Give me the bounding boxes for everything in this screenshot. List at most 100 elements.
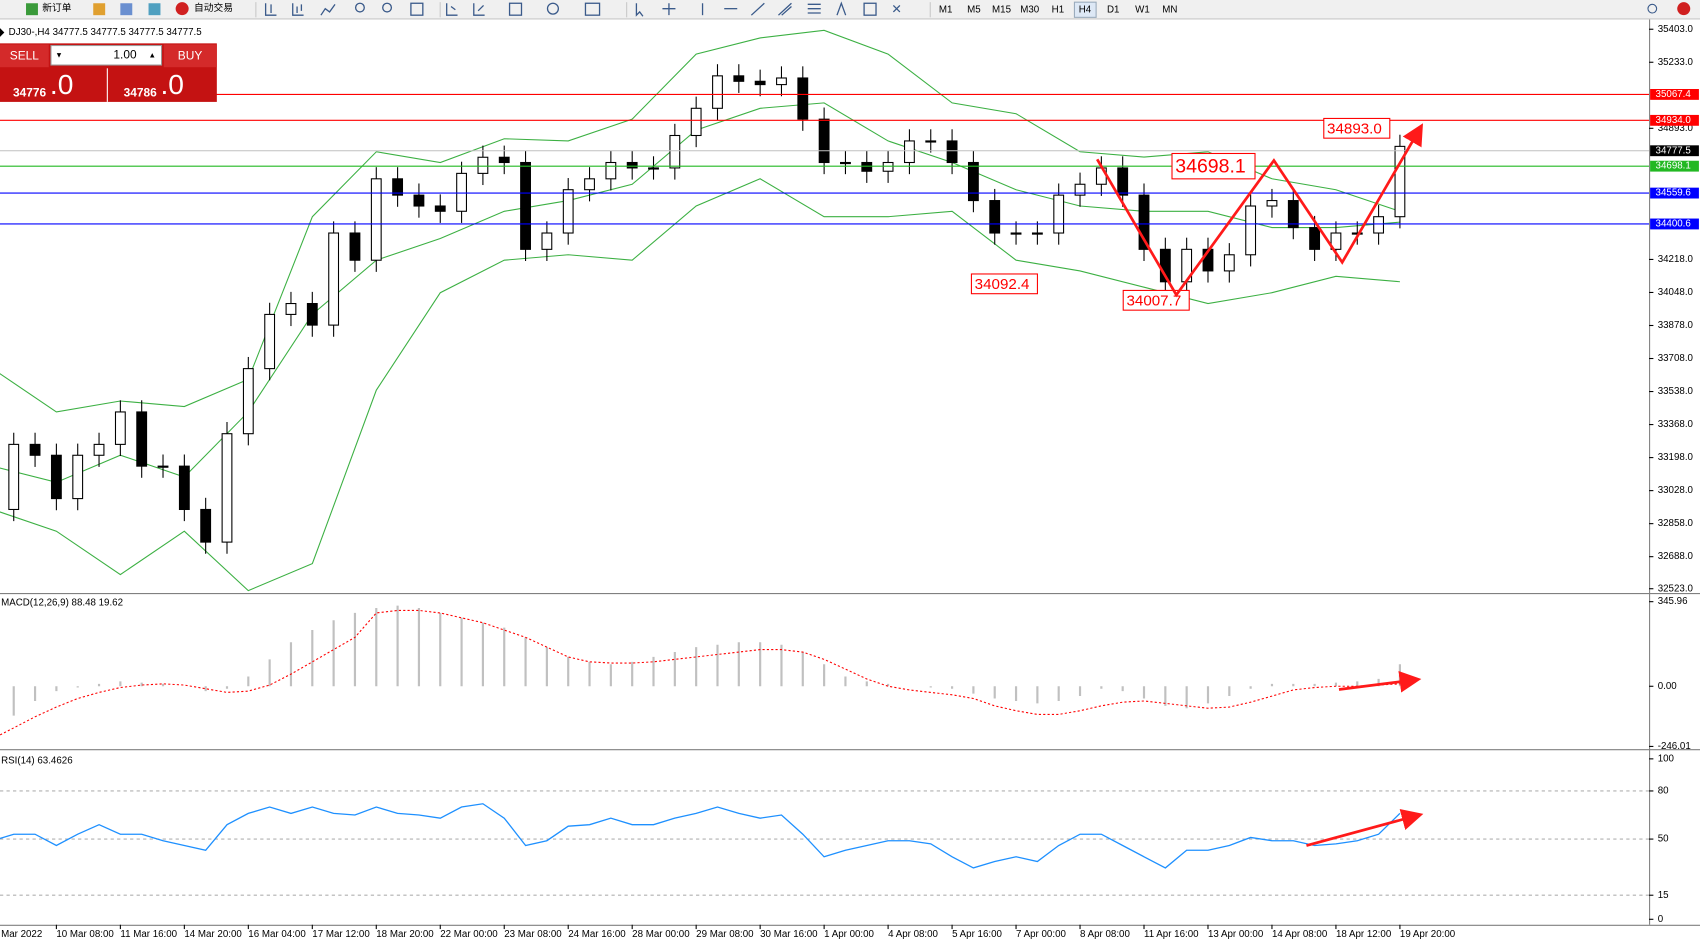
x-tick-label: 30 Mar 16:00 [760, 929, 818, 940]
timeframe-button[interactable]: MN [1162, 4, 1177, 15]
timeframe-button[interactable]: M5 [967, 4, 981, 15]
toolbar-icon[interactable] [120, 3, 133, 16]
price-line-label: 35067.4 [1656, 89, 1692, 100]
tool-templates[interactable] [584, 2, 601, 16]
bid-price[interactable]: 34776 [13, 85, 46, 99]
sell-button[interactable] [0, 44, 49, 68]
tool-fibo[interactable] [807, 3, 821, 14]
candle-body [477, 156, 489, 174]
candle-body [1074, 183, 1086, 196]
tool-periods[interactable] [546, 2, 560, 15]
rsi-arrow [1306, 809, 1424, 847]
tool-scroll[interactable] [446, 3, 458, 16]
auto-trading-button[interactable]: 自动交易 [194, 1, 233, 14]
tool-trendline[interactable] [750, 2, 765, 16]
toolbar-icon[interactable] [93, 3, 106, 16]
y-tick-label: 33708.0 [1658, 353, 1694, 364]
tool-label[interactable] [863, 2, 877, 16]
candle-body [456, 172, 468, 212]
tool-zoom-out[interactable] [382, 2, 393, 13]
tool-candles[interactable] [292, 3, 304, 16]
candle-body [967, 161, 979, 202]
candle-body [669, 134, 681, 169]
annotation-box [1323, 117, 1391, 139]
tool-shift[interactable] [473, 3, 485, 16]
timeframe-button[interactable]: H1 [1052, 4, 1064, 15]
candle-body [413, 194, 425, 207]
new-order-icon[interactable] [26, 3, 38, 16]
search-icon[interactable] [1647, 3, 1658, 14]
tool-line[interactable] [320, 3, 336, 16]
tool-bar-chart[interactable] [264, 3, 277, 16]
x-tick-label: 14 Mar 20:00 [184, 929, 242, 940]
lot-value[interactable]: 1.00 [113, 47, 137, 61]
candle-body [776, 77, 787, 86]
price-line-tag [1650, 89, 1699, 100]
tool-channel[interactable] [778, 2, 792, 16]
notification-badge[interactable] [1677, 2, 1691, 16]
candle-body [285, 302, 297, 315]
timeframe-button[interactable]: M30 [1020, 4, 1040, 15]
timeframe-button[interactable]: H4 [1079, 4, 1092, 15]
candle-body [1010, 232, 1022, 235]
candle-body [904, 140, 915, 164]
buy-button[interactable] [163, 44, 217, 68]
macd-arrow [1338, 671, 1422, 693]
ask-price-fraction[interactable]: .0 [160, 68, 184, 100]
y-tick-label: 33538.0 [1658, 386, 1694, 397]
timeframe-button[interactable]: W1 [1135, 4, 1150, 15]
timeframe-button[interactable]: M1 [939, 4, 953, 15]
y-tick-label: 35233.0 [1658, 57, 1694, 68]
auto-trading-icon[interactable] [175, 2, 189, 16]
lot-input[interactable] [50, 44, 163, 66]
y-tick-label: 50 [1658, 834, 1669, 845]
candle-body [1309, 227, 1321, 250]
bid-price-fraction[interactable]: .0 [50, 68, 74, 100]
rsi-title: RSI(14) 63.4626 [1, 756, 73, 767]
y-tick-label: 34893.0 [1658, 123, 1694, 134]
tool-arrows[interactable] [892, 4, 901, 13]
candle-body [200, 508, 212, 543]
sell-label[interactable]: SELL [10, 49, 40, 63]
candle-body [840, 161, 851, 165]
rsi-line [0, 803, 1401, 869]
tool-indicators[interactable] [508, 2, 523, 16]
y-tick-label: -246.01 [1658, 741, 1691, 752]
lot-spin-down[interactable]: ▼ [55, 50, 63, 59]
tool-text[interactable] [836, 1, 847, 16]
buy-label[interactable]: BUY [178, 49, 203, 63]
toolbar-icon[interactable] [148, 3, 161, 16]
x-tick-label: 28 Mar 00:00 [632, 929, 690, 940]
tool-zoom-in[interactable] [354, 2, 365, 13]
y-tick-label: 34218.0 [1658, 254, 1694, 265]
candle-body [1223, 254, 1235, 272]
x-tick-label: 19 Apr 20:00 [1400, 929, 1456, 940]
toolbar-tools [264, 1, 901, 17]
timeframe-button[interactable]: D1 [1107, 4, 1119, 15]
symbol-title: DJ30-,H4 34777.5 34777.5 34777.5 34777.5 [9, 27, 203, 38]
ask-price[interactable]: 34786 [124, 85, 157, 99]
candle-body [1053, 194, 1065, 234]
price-line-tag [1650, 218, 1699, 230]
x-tick-label: 11 Apr 16:00 [1144, 929, 1199, 940]
timeframe-active [1073, 1, 1097, 18]
toolbar: 新订单 自动交易 [0, 0, 1700, 20]
price-line-label: 34559.6 [1656, 188, 1691, 199]
annotation-box [970, 273, 1038, 295]
x-tick-label: 5 Apr 16:00 [952, 929, 1002, 940]
trade-panel: SELL ▼ ▲ 1.00 BUY 34776 .0 34786 .0 [0, 43, 217, 102]
price-line-tag [1650, 114, 1699, 126]
y-tick-label: 15 [1658, 890, 1669, 901]
timeframe-button[interactable]: M15 [992, 4, 1012, 15]
y-tick-label: 345.96 [1658, 596, 1688, 607]
candle-body [370, 178, 382, 261]
tool-tile[interactable] [410, 2, 424, 16]
tool-cursor[interactable] [635, 3, 644, 17]
lot-spin-up[interactable]: ▲ [149, 50, 157, 59]
new-order-button[interactable]: 新订单 [42, 1, 72, 14]
tool-crosshair[interactable] [662, 3, 676, 16]
symbol-marker [0, 28, 5, 37]
y-tick-label: 33028.0 [1658, 485, 1694, 496]
